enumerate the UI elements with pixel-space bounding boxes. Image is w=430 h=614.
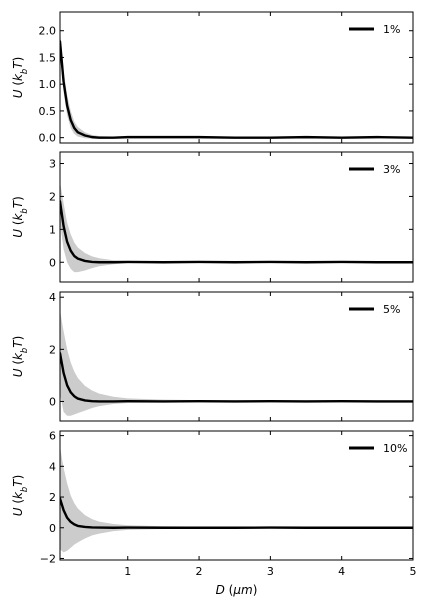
uncertainty-band bbox=[60, 181, 413, 273]
legend-label: 5% bbox=[383, 303, 400, 316]
uncertainty-band bbox=[60, 446, 413, 553]
series-line bbox=[60, 497, 413, 529]
y-tick-label: 3 bbox=[49, 158, 56, 171]
x-tick-label: 3 bbox=[267, 565, 274, 578]
y-axis-label: U (kbT) bbox=[11, 336, 29, 378]
y-tick-label: 1.5 bbox=[39, 51, 57, 64]
legend: 3% bbox=[349, 163, 400, 176]
y-tick-label: 6 bbox=[49, 430, 56, 443]
plot-area bbox=[60, 181, 413, 273]
axes-frame bbox=[59, 430, 414, 561]
plot-area bbox=[60, 30, 413, 139]
panel-4: −2 0 2 4 6 1 2 3 4 5 U (kbT) 10% D (μm) bbox=[11, 430, 417, 597]
y-tick-label: 4 bbox=[49, 291, 56, 304]
y-tick-label: 2 bbox=[49, 491, 56, 504]
x-tick-label: 1 bbox=[124, 565, 131, 578]
series-line bbox=[60, 352, 413, 403]
legend: 10% bbox=[349, 442, 407, 455]
axes-frame bbox=[59, 151, 414, 283]
x-tick-label: 4 bbox=[338, 565, 345, 578]
legend-label: 10% bbox=[383, 442, 407, 455]
y-tick-label: 1 bbox=[49, 223, 56, 236]
y-tick-label: 0 bbox=[49, 256, 56, 269]
y-tick-label: 2.0 bbox=[39, 25, 57, 38]
uncertainty-band bbox=[60, 310, 413, 416]
y-tick-label: −2 bbox=[40, 552, 56, 565]
panel-3: 0 2 4 U (kbT) 5% bbox=[11, 291, 414, 422]
plot-area bbox=[60, 446, 413, 553]
legend: 1% bbox=[349, 23, 400, 36]
y-tick-label: 0 bbox=[49, 522, 56, 535]
y-tick-label: 1.0 bbox=[39, 78, 57, 91]
x-axis-label: D (μm) bbox=[216, 583, 258, 597]
axes-frame bbox=[59, 11, 414, 144]
series-line bbox=[60, 200, 413, 264]
legend: 5% bbox=[349, 303, 400, 316]
uncertainty-band bbox=[60, 30, 413, 139]
y-tick-label: 2 bbox=[49, 343, 56, 356]
y-tick-label: 0.0 bbox=[39, 132, 57, 145]
legend-label: 3% bbox=[383, 163, 400, 176]
legend-label: 1% bbox=[383, 23, 400, 36]
plot-area bbox=[60, 310, 413, 416]
y-tick-label: 2 bbox=[49, 190, 56, 203]
axes-frame bbox=[59, 291, 414, 422]
y-tick-label: 0.5 bbox=[39, 105, 57, 118]
panel-2: 0 1 2 3 U (kbT) 3% bbox=[11, 151, 414, 283]
y-axis-label: U (kbT) bbox=[11, 57, 29, 99]
x-tick-label: 5 bbox=[410, 565, 417, 578]
x-tick-label: 2 bbox=[196, 565, 203, 578]
y-axis-label: U (kbT) bbox=[11, 475, 29, 517]
y-axis-label: U (kbT) bbox=[11, 196, 29, 238]
panel-1: 0.0 0.5 1.0 1.5 2.0 U (kbT) 1% bbox=[11, 11, 414, 145]
y-tick-label: 4 bbox=[49, 460, 56, 473]
y-tick-label: 0 bbox=[49, 395, 56, 408]
series-line bbox=[60, 40, 413, 139]
